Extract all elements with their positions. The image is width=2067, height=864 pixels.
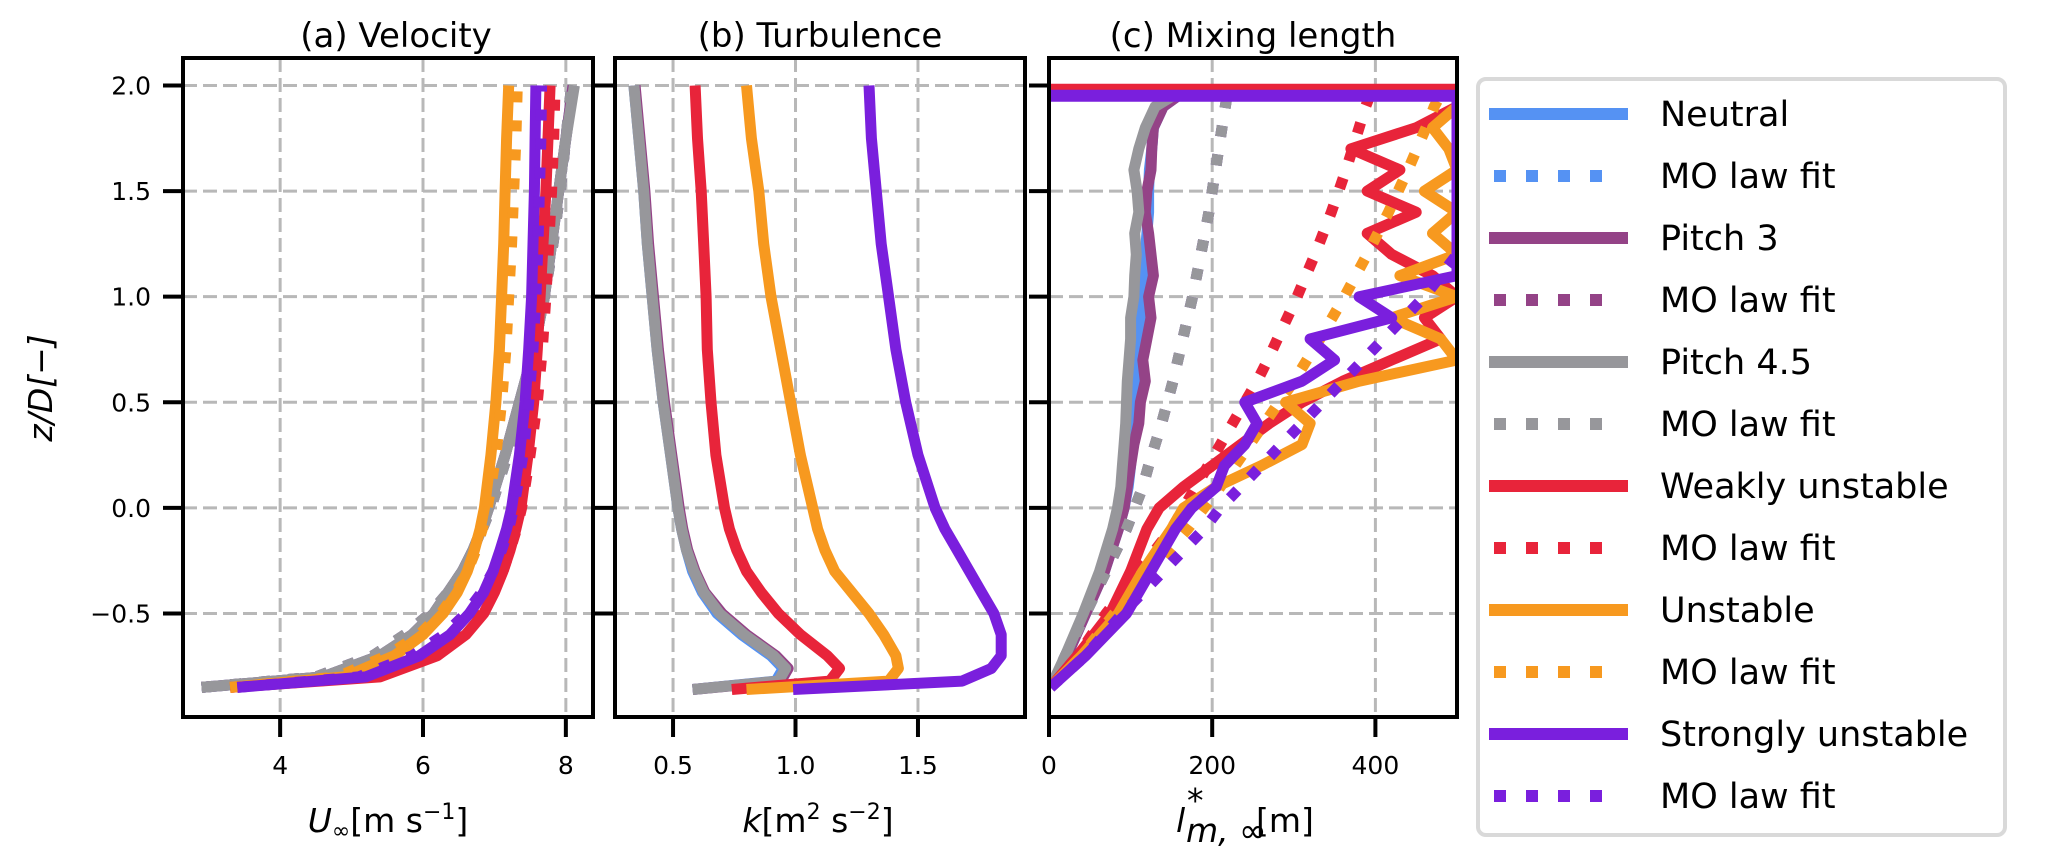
y-tick-label: 0.0 (111, 494, 151, 523)
panel-b-xlabel-unit2: s (821, 801, 849, 840)
panel-c-xlabel: l * m, ∞ [m] (1176, 781, 1314, 850)
panel-a-xlabel-sub: ∞ (332, 819, 350, 844)
series-group (201, 84, 580, 693)
legend-label: MO law fit (1660, 529, 1836, 569)
series-strongly-unstable (1049, 91, 1457, 692)
panel-a-xlabel-sup: −1 (423, 800, 455, 825)
x-tick-label: 200 (1188, 751, 1236, 780)
panel-b-xlabel-sup: 2 (807, 800, 821, 825)
series-neutral-mo-law-fit (201, 84, 578, 693)
x-tick-label: 6 (415, 751, 431, 780)
series-pitch-3 (201, 84, 579, 693)
panels: 4 6 8 2.0 1.5 1.0 0.5 0.0 −0.5 0.5 1.0 1.5 0 200 400 (90, 56, 1459, 780)
series-pitch-3-mo-law-fit (201, 84, 578, 693)
x-tick-label: 400 (1352, 751, 1400, 780)
series-pitch-4-5 (201, 84, 580, 693)
legend-label: MO law fit (1660, 405, 1836, 445)
y-tick-label: 1.5 (111, 177, 151, 206)
y-tick-label: −0.5 (90, 600, 151, 629)
panel-c-xlabel-sup: * (1187, 781, 1204, 820)
series-strongly-unstable-mo-law-fit (1049, 91, 1457, 692)
panel-b: 0.5 1.0 1.5 (595, 56, 1027, 780)
legend-label: Unstable (1660, 591, 1815, 631)
y-tick-label: 2.0 (111, 71, 151, 100)
series-unstable (229, 85, 515, 693)
panel-a-xlabel-var: U (308, 801, 332, 840)
x-tick-label: 4 (272, 751, 288, 780)
series-unstable (741, 84, 904, 695)
panel-a-xlabel-unit: [m s (350, 801, 423, 840)
panel-c-title: (c) Mixing length (1110, 16, 1397, 56)
panel-c-xlabel-unit: [m] (1256, 801, 1314, 840)
series-group (1049, 83, 1457, 692)
legend-label: MO law fit (1660, 281, 1836, 321)
x-tick-label: 1.0 (776, 751, 816, 780)
legend-label: MO law fit (1660, 777, 1836, 817)
panel-a-xlabel: U∞[m s−1] (308, 800, 469, 844)
y-tick-label: 0.5 (111, 388, 151, 417)
axes-frame (1047, 56, 1459, 719)
legend-label: Strongly unstable (1660, 715, 1968, 755)
legend-label: Neutral (1660, 95, 1789, 135)
series-pitch-4-5 (628, 84, 792, 695)
panel-a: 4 6 8 2.0 1.5 1.0 0.5 0.0 −0.5 (90, 56, 595, 780)
legend: Neutral MO law fit Pitch 3 MO law fit Pitch … (1476, 77, 2007, 837)
series-pitch-3 (1049, 87, 1187, 690)
panel-b-xlabel-unit: [m (762, 801, 807, 840)
panel-b-xlabel-sup2: −2 (848, 800, 880, 825)
axes-frame (613, 56, 1027, 719)
legend-label: MO law fit (1660, 157, 1836, 197)
panel-b-xlabel: k[m2 s−2] (742, 800, 893, 840)
series-neutral (201, 84, 579, 693)
legend-label: Pitch 4.5 (1660, 343, 1812, 383)
series-pitch-4-5 (1049, 87, 1183, 690)
panel-b-xlabel-close: ] (881, 801, 894, 840)
panel-c: 0 200 400 (1029, 56, 1459, 780)
legend-label: Pitch 3 (1660, 219, 1779, 259)
x-tick-label: 1.5 (898, 751, 938, 780)
y-axis-label: z/D[−] (21, 334, 60, 442)
panel-b-xlabel-var: k (742, 801, 763, 840)
x-tick-label: 0.5 (653, 751, 693, 780)
panel-a-title: (a) Velocity (300, 16, 492, 56)
series-pitch-4-5-mo-law-fit (1049, 90, 1234, 690)
panel-b-title: (b) Turbulence (698, 16, 943, 56)
y-tick-label: 1.0 (111, 283, 151, 312)
series-weakly-unstable (1049, 91, 1457, 691)
legend-frame (1476, 77, 2007, 837)
panel-c-xlabel-var: l (1176, 801, 1185, 840)
series-pitch-4-5-mo-law-fit (201, 84, 578, 693)
legend-label: Weakly unstable (1660, 467, 1949, 507)
axes-frame (181, 56, 595, 719)
series-weakly-unstable (689, 85, 846, 695)
series-strongly-unstable-mo-law-fit (236, 85, 548, 693)
panel-c-xlabel-sub: m, ∞ (1186, 811, 1267, 850)
legend-label: MO law fit (1660, 653, 1836, 693)
x-tick-label: 8 (558, 751, 574, 780)
x-tick-label: 0 (1041, 751, 1057, 780)
panel-a-xlabel-close: ] (455, 801, 468, 840)
series-strongly-unstable (792, 85, 1007, 695)
series-group (628, 84, 1007, 695)
